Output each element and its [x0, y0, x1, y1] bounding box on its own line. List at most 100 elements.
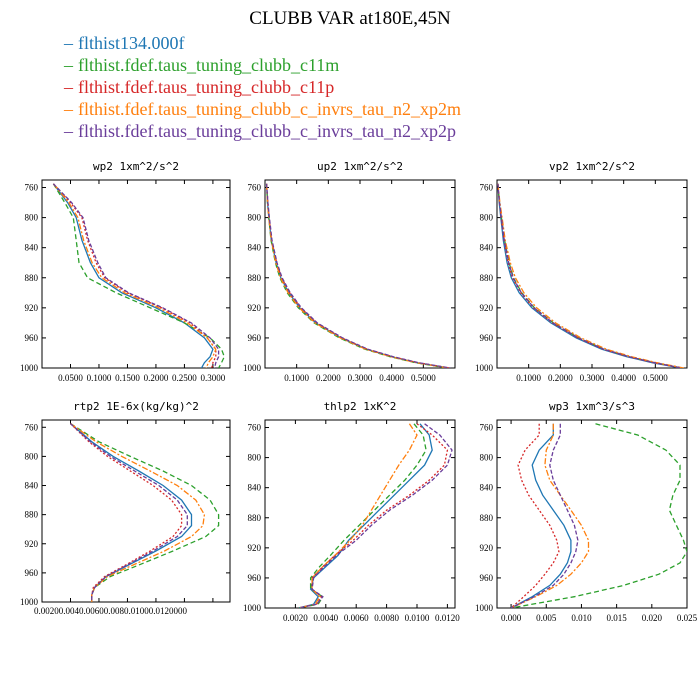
y-tick-label: 760	[480, 183, 494, 193]
y-tick-label: 1000	[243, 603, 262, 613]
x-tick-label: 0.020	[642, 613, 663, 623]
legend-label: flthist.fdef.taus_tuning_clubb_c11p	[78, 77, 335, 97]
series-line	[497, 183, 683, 368]
series-line	[52, 183, 220, 368]
y-tick-label: 960	[248, 573, 262, 583]
figure-title: CLUBB VAR at180E,45N	[249, 8, 451, 29]
y-tick-label: 840	[248, 243, 262, 253]
y-tick-label: 760	[25, 422, 39, 432]
x-tick-label: 0.5000	[411, 373, 436, 383]
x-tick-label: 0.3000	[580, 373, 605, 383]
y-tick-label: 920	[248, 303, 262, 313]
legend-line-icon: –	[64, 121, 73, 141]
y-tick-label: 760	[25, 183, 39, 193]
chart-panel: vp2 1xm^2/s^2 760 800 840 880 920 960 1000 0.100…	[475, 160, 688, 383]
x-tick-label: 0.5000	[643, 373, 668, 383]
x-tick-label: 0.010	[571, 613, 592, 623]
y-tick-label: 800	[25, 451, 39, 461]
chart-panel: wp2 1xm^2/s^2 760 800 840 880 920 960 1000 0.050…	[20, 160, 231, 383]
y-tick-label: 760	[248, 183, 262, 193]
x-tick-label: 0.015	[607, 613, 628, 623]
series-line	[497, 183, 684, 368]
y-tick-label: 880	[248, 513, 262, 523]
series-line	[265, 183, 451, 368]
series-line	[510, 423, 579, 608]
y-tick-label: 960	[480, 573, 494, 583]
x-tick-label: 0.025	[677, 613, 698, 623]
series-line	[70, 423, 193, 602]
legend-label: flthist.fdef.taus_tuning_clubb_c11m	[78, 55, 340, 75]
y-tick-label: 880	[480, 513, 494, 523]
panel-title: vp2 1xm^2/s^2	[549, 160, 635, 173]
x-tick-label: 0.0060	[344, 613, 369, 623]
x-tick-label: 0.0120	[435, 613, 460, 623]
legend-item: – flthist134.000f	[64, 32, 461, 54]
y-tick-label: 800	[248, 453, 262, 463]
x-tick-label: 0.4000	[379, 373, 404, 383]
x-tick-label: 0.4000	[611, 373, 636, 383]
series-line	[265, 183, 449, 368]
series-line	[510, 423, 560, 608]
panel-title: rtp2 1E-6x(kg/kg)^2	[73, 400, 199, 413]
series-line	[70, 423, 188, 602]
y-tick-label: 880	[25, 510, 39, 520]
y-tick-label: 1000	[20, 363, 39, 373]
plot-frame	[41, 419, 231, 603]
x-tick-label: 0.3000	[201, 373, 226, 383]
legend-item: – flthist.fdef.taus_tuning_clubb_c11m	[64, 54, 461, 76]
y-tick-label: 760	[248, 423, 262, 433]
legend-label: flthist.fdef.taus_tuning_clubb_c_invrs_t…	[78, 121, 456, 141]
y-tick-label: 800	[480, 213, 494, 223]
panel-title: wp2 1xm^2/s^2	[93, 160, 179, 173]
series-line	[298, 423, 453, 608]
series-line	[52, 183, 214, 368]
y-tick-label: 920	[25, 539, 39, 549]
x-tick-label: 0.0080	[374, 613, 399, 623]
series-line	[298, 423, 427, 608]
series-line	[265, 183, 450, 368]
legend-item: – flthist.fdef.taus_tuning_clubb_c_invrs_…	[64, 120, 461, 142]
y-tick-label: 920	[480, 303, 494, 313]
y-tick-label: 920	[480, 543, 494, 553]
series-line	[497, 183, 682, 368]
x-tick-label: 0.2000	[144, 373, 169, 383]
y-tick-label: 960	[25, 333, 39, 343]
x-tick-label: 0.0100	[405, 613, 430, 623]
x-tick-label: 0.3000	[348, 373, 373, 383]
y-tick-label: 800	[480, 453, 494, 463]
series-line	[510, 423, 590, 608]
y-tick-label: 840	[25, 481, 39, 491]
x-tick-label: 0.000	[501, 613, 522, 623]
y-tick-label: 1000	[20, 597, 39, 607]
x-tick-label: 0.0040	[313, 613, 338, 623]
series-line	[70, 423, 220, 602]
panel-title: up2 1xm^2/s^2	[317, 160, 403, 173]
x-tick-label: 0.1000	[87, 373, 112, 383]
legend-label: flthist134.000f	[78, 33, 185, 53]
y-tick-label: 960	[480, 333, 494, 343]
series-line	[265, 183, 449, 368]
series-line	[70, 423, 183, 602]
chart-panel: thlp2 1xK^2 760 800 840 880 920 960 1000 0.0020 0…	[243, 400, 460, 623]
series-line	[52, 183, 217, 368]
legend-line-icon: –	[64, 77, 73, 97]
x-tick-label: 0.1500	[115, 373, 140, 383]
y-tick-label: 1000	[243, 363, 262, 373]
legend: – flthist134.000f – flthist.fdef.taus_tuni…	[64, 32, 461, 142]
series-line	[70, 423, 206, 602]
y-tick-label: 960	[25, 568, 39, 578]
series-line	[52, 183, 226, 368]
x-tick-label: 0.005	[536, 613, 557, 623]
plot-frame	[264, 179, 456, 369]
legend-line-icon: –	[64, 55, 73, 75]
legend-label: flthist.fdef.taus_tuning_clubb_c_invrs_t…	[78, 99, 461, 119]
x-tick-label: 0.2000	[316, 373, 341, 383]
x-tick-label: 0.1000	[516, 373, 541, 383]
plot-frame	[41, 179, 231, 369]
chart-panel: wp3 1xm^3/s^3 760 800 840 880 920 960 1000 0.000…	[475, 400, 698, 623]
x-tick-label: 0.2000	[548, 373, 573, 383]
y-tick-label: 800	[25, 213, 39, 223]
x-tick-label: 0.2500	[172, 373, 197, 383]
y-tick-label: 920	[248, 543, 262, 553]
